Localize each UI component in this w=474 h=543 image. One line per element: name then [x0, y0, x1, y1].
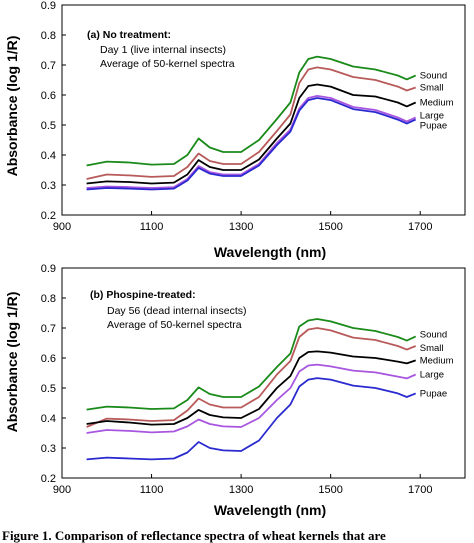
figure-caption: Figure 1. Comparison of reflectance spec… — [2, 528, 386, 543]
y-tick-label-a-7: 0.9 — [41, 0, 56, 12]
y-tick-label-a-1: 0.3 — [41, 180, 56, 192]
x-tick-label-a-3: 1500 — [318, 221, 342, 233]
annotation-title-a: (a) No treatment: — [87, 29, 171, 41]
y-axis-title-a: Absorbance (log 1/R) — [4, 36, 20, 177]
series-label-b-large: Large — [420, 370, 444, 381]
series-label-b-medium: Medium — [420, 355, 454, 366]
x-tick-label-a-0: 900 — [53, 221, 71, 233]
series-label-a-sound: Sound — [420, 71, 447, 82]
series-label-a-medium: Medium — [420, 98, 454, 109]
x-axis-title-b: Wavelength (nm) — [214, 502, 326, 518]
annotation-line-b-2: Average of 50-kernel spectra — [107, 319, 242, 331]
plot-frame-b — [61, 267, 466, 479]
y-tick-label-a-6: 0.8 — [41, 30, 56, 42]
series-line-a-pupae — [86, 97, 417, 191]
series-line-a-small — [86, 66, 416, 180]
series-label-b-pupae: Pupae — [420, 388, 447, 399]
annotation-line-a-1: Day 1 (live internal insects) — [100, 44, 226, 56]
y-tick-label-b-7: 0.9 — [41, 263, 56, 275]
y-tick-label-a-5: 0.7 — [41, 60, 56, 72]
series-label-a-small: Small — [420, 83, 444, 94]
series-label-b-sound: Sound — [420, 329, 447, 340]
series-line-b-pupae — [86, 377, 417, 461]
series-line-a-large — [86, 95, 417, 189]
x-axis-title-a: Wavelength (nm) — [214, 244, 326, 260]
series-line-b-medium — [86, 350, 416, 426]
y-tick-label-a-3: 0.5 — [41, 120, 56, 132]
y-tick-label-b-6: 0.8 — [41, 293, 56, 305]
y-tick-label-b-1: 0.3 — [41, 443, 56, 455]
y-tick-label-b-5: 0.7 — [41, 323, 56, 335]
y-tick-label-a-4: 0.6 — [41, 90, 56, 102]
y-tick-label-a-2: 0.4 — [41, 150, 56, 162]
plot-area-a: 0.2 0.3 0.4 0.5 0.6 0.7 0.8 0.9 900 1100 1300 1500 1… — [41, 0, 466, 233]
y-axis-title-b: Absorbance (log 1/R) — [4, 292, 20, 433]
series-line-b-small — [86, 327, 417, 428]
x-tick-label-b-2: 1300 — [229, 484, 253, 496]
series-label-a-pupae: Pupae — [420, 121, 447, 132]
x-tick-label-a-2: 1300 — [229, 221, 253, 233]
y-tick-label-a-0: 0.2 — [41, 210, 56, 222]
y-tick-label-b-3: 0.5 — [41, 383, 56, 395]
annotation-line-a-2: Average of 50-kernel spectra — [100, 58, 235, 70]
y-tick-label-b-0: 0.2 — [41, 473, 56, 485]
plot-frame-a — [61, 4, 466, 216]
panel-b: 0.2 0.3 0.4 0.5 0.6 0.7 0.8 0.9 900 1100 1300 1500 1… — [4, 263, 466, 518]
series-line-a-medium — [86, 83, 417, 185]
y-tick-label-b-4: 0.6 — [41, 353, 56, 365]
x-tick-label-b-3: 1500 — [318, 484, 342, 496]
series-label-a-large: Large — [420, 111, 444, 122]
series-line-b-sound — [86, 318, 417, 411]
annotation-line-b-1: Day 56 (dead internal insects) — [107, 305, 247, 317]
x-tick-label-a-4: 1700 — [408, 221, 432, 233]
series-line-b-large — [86, 363, 417, 434]
x-tick-label-b-1: 1100 — [140, 484, 164, 496]
panel-a: 0.2 0.3 0.4 0.5 0.6 0.7 0.8 0.9 900 1100 1300 1500 1… — [4, 0, 466, 260]
y-tick-label-b-2: 0.4 — [41, 413, 56, 425]
x-tick-label-a-1: 1100 — [140, 221, 164, 233]
plot-area-b: 0.2 0.3 0.4 0.5 0.6 0.7 0.8 0.9 900 1100 1300 1500 1… — [41, 263, 466, 496]
x-tick-label-b-0: 900 — [53, 484, 71, 496]
x-tick-label-b-4: 1700 — [408, 484, 432, 496]
annotation-title-b: (b) Phospine-treated: — [90, 289, 196, 301]
series-line-a-sound — [86, 55, 417, 167]
series-label-b-small: Small — [420, 343, 444, 354]
